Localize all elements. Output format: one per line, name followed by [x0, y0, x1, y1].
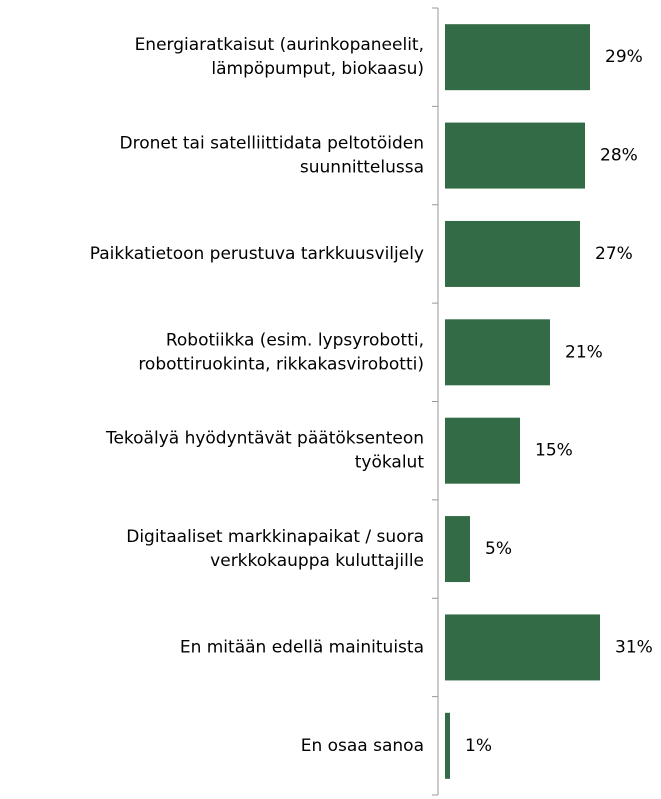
value-label: 5% [485, 539, 512, 559]
category-label: työkalut [355, 453, 425, 473]
bar [445, 220, 580, 287]
value-label: 15% [535, 441, 573, 461]
category-label: Tekoälyä hyödyntävät päätöksenteon [105, 429, 424, 449]
bar [445, 24, 590, 91]
value-label: 27% [595, 244, 633, 264]
bar [445, 614, 600, 681]
value-label: 1% [465, 736, 492, 756]
category-label: robottiruokinta, rikkakasvirobotti) [138, 354, 424, 374]
bar [445, 712, 450, 779]
category-label: verkkokauppa kuluttajille [210, 551, 424, 571]
bar [445, 319, 550, 386]
value-label: 21% [565, 342, 603, 362]
value-label: 31% [615, 637, 653, 657]
bar [445, 516, 470, 583]
category-label: lämpöpumput, biokaasu) [211, 59, 424, 79]
category-label: Robotiikka (esim. lypsyrobotti, [166, 330, 424, 350]
category-label: En mitään edellä mainituista [180, 637, 424, 657]
bar [445, 417, 520, 484]
category-label: suunnittelussa [300, 158, 424, 178]
category-label: Dronet tai satelliittidata peltotöiden [119, 134, 424, 154]
category-label: Digitaaliset markkinapaikat / suora [126, 527, 424, 547]
value-label: 28% [600, 146, 638, 166]
value-label: 29% [605, 47, 643, 67]
category-label: En osaa sanoa [301, 736, 424, 756]
category-label: Energiaratkaisut (aurinkopaneelit, [135, 35, 424, 55]
category-label: Paikkatietoon perustuva tarkkuusviljely [90, 244, 424, 264]
bar [445, 122, 585, 189]
